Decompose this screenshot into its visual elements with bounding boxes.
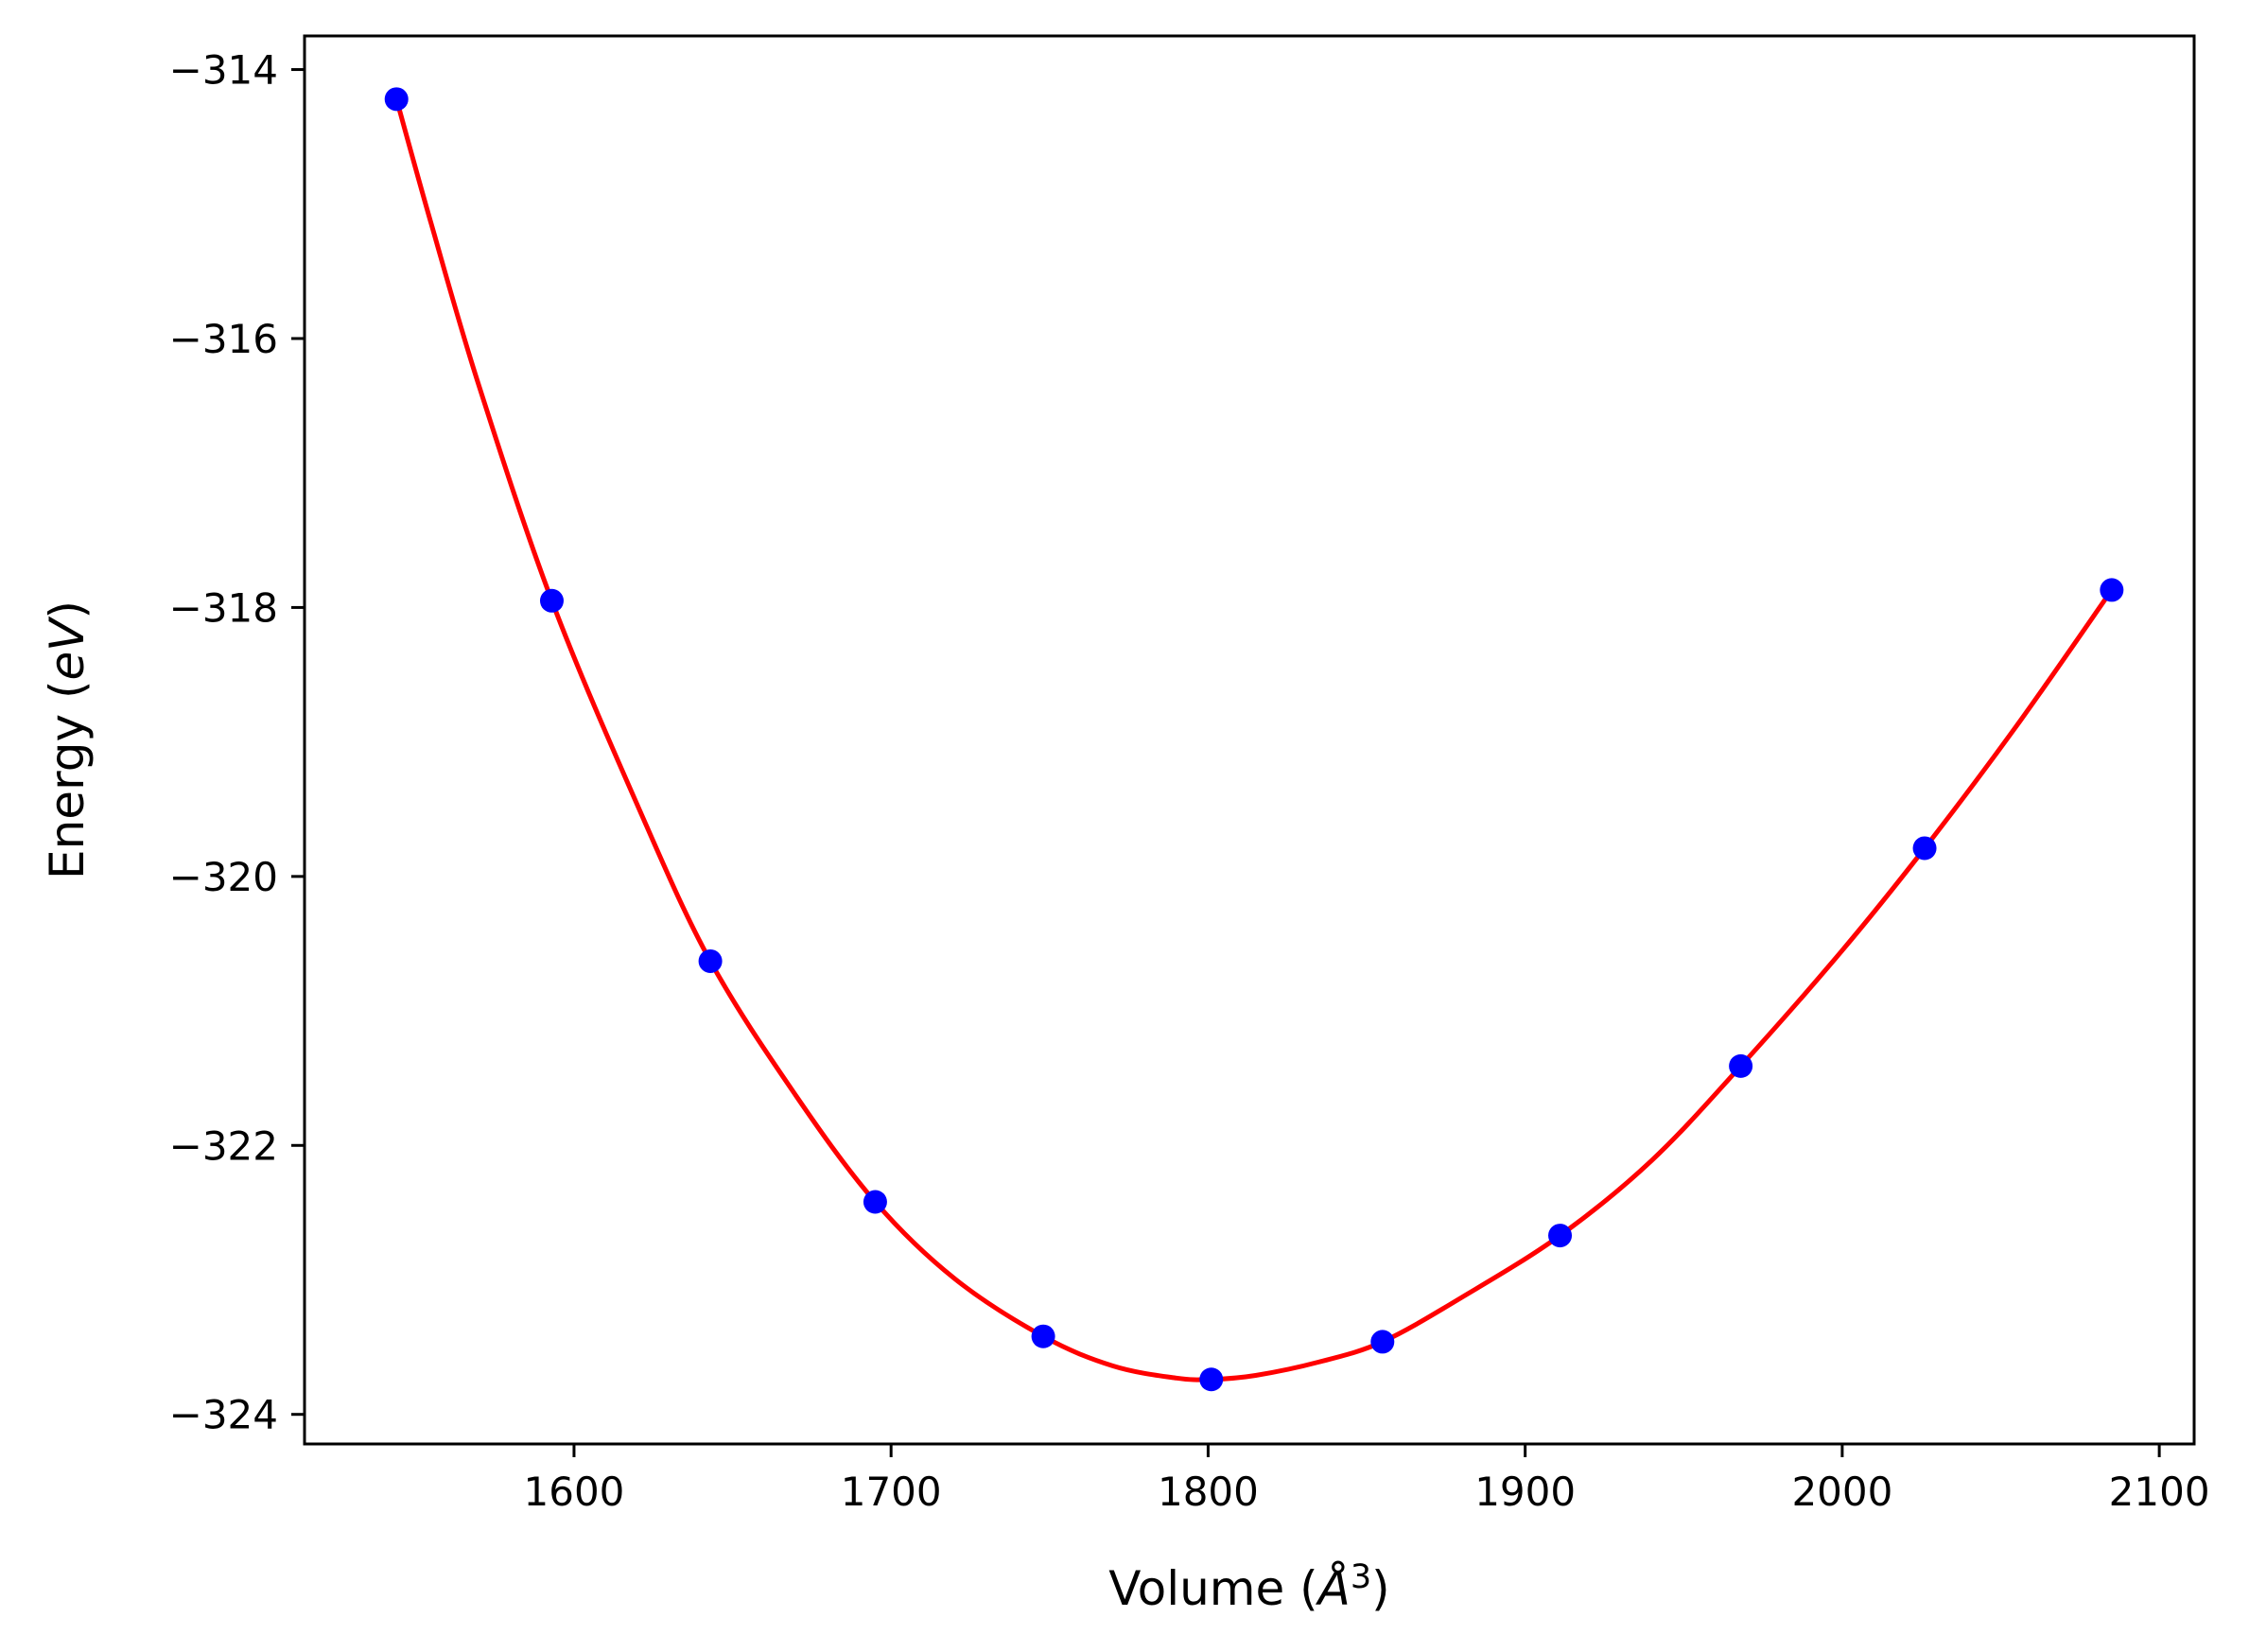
y-tick-label: −318 [169, 584, 278, 631]
data-point [1912, 836, 1937, 861]
x-axis-label: Volume (Å3) [1108, 1558, 1389, 1616]
x-tick-label: 2100 [2109, 1469, 2210, 1515]
y-tick-label: −322 [169, 1122, 278, 1169]
y-tick-label: −320 [169, 854, 278, 900]
data-point [1199, 1367, 1224, 1392]
x-axis-label-symbol: Å [1316, 1561, 1351, 1616]
data-point [1729, 1053, 1753, 1078]
x-tick-label: 1700 [841, 1469, 942, 1515]
plot-content [384, 87, 2124, 1392]
data-point [1548, 1224, 1573, 1248]
y-axis-label-prefix: Energy ( [40, 681, 95, 879]
axes-layer: 1600 1700 1800 1900 2000 2100 −324 −322 −320 −318… [169, 34, 2210, 1515]
y-tick-label: −314 [169, 47, 278, 94]
x-tick-label: 2000 [1791, 1469, 1892, 1515]
x-axis-label-suffix: ) [1371, 1561, 1390, 1616]
y-axis-label-symbol: eV [40, 616, 95, 681]
data-point [384, 87, 409, 112]
x-axis-label-exponent: 3 [1351, 1558, 1371, 1596]
x-axis-label-prefix: Volume ( [1108, 1561, 1317, 1616]
data-point [698, 948, 723, 973]
data-point [2100, 578, 2124, 602]
data-point [1031, 1324, 1055, 1348]
plot-frame [303, 34, 2196, 1446]
y-axis-label: Energy (eV) [40, 600, 95, 879]
x-tick-label: 1600 [524, 1469, 625, 1515]
y-tick-label: −316 [169, 316, 278, 362]
data-point [1370, 1330, 1395, 1354]
x-tick-label: 1900 [1474, 1469, 1576, 1515]
y-axis-label-suffix: ) [40, 600, 95, 619]
fit-curve-line [393, 96, 2115, 1382]
data-point [863, 1190, 887, 1214]
y-tick-label: −324 [169, 1392, 278, 1438]
x-tick-label: 1800 [1158, 1469, 1259, 1515]
data-point [539, 588, 564, 613]
